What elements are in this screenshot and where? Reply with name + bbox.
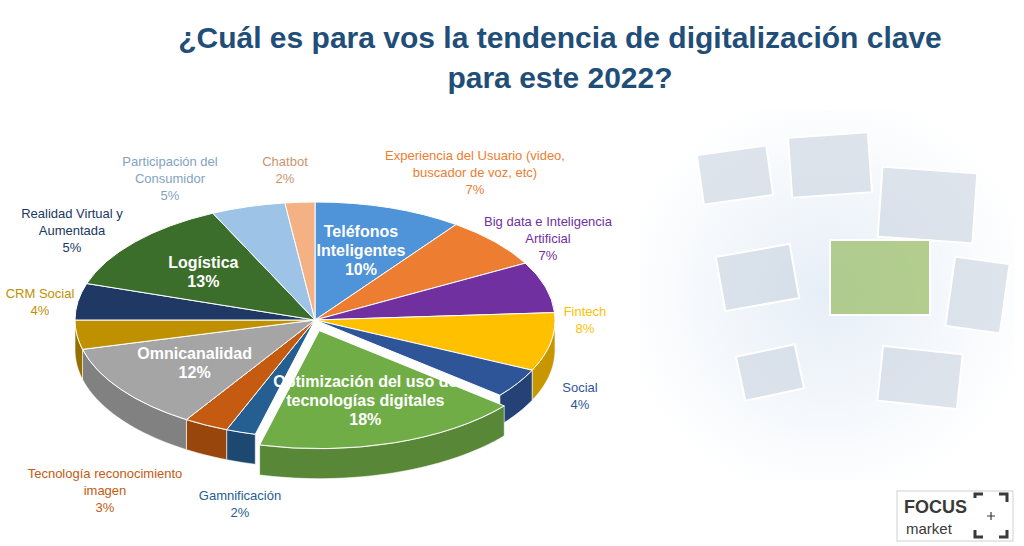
text-line: Aumentada [39, 223, 106, 238]
text-line: Tecnología reconocimiento [28, 466, 183, 481]
slice-category-label: Optimización del uso de tecnologías digit… [273, 373, 457, 409]
text-line: Participación del [122, 154, 217, 169]
slice-value-label: 12% [179, 364, 211, 381]
photo-panel [830, 240, 930, 315]
text-line: Chatbot [262, 154, 308, 169]
photo-background [640, 110, 1015, 480]
text-line: Gamnificación [199, 488, 281, 503]
slice-labels: Teléfonos Inteligentes 10% Experiencia del … [6, 148, 613, 520]
text-line: Consumidor [135, 171, 206, 186]
slice-value-label: 10% [345, 261, 377, 278]
text-line: Experiencia del Usuario (video, [385, 148, 565, 163]
text-line: Inteligentes [317, 242, 406, 259]
text-line: tecnologías digitales [286, 392, 444, 409]
photo-panel [697, 145, 773, 204]
logo: FOCUS market [897, 491, 1013, 541]
slice-category-label: Participación del Consumidor [122, 154, 217, 186]
text-line: Artificial [525, 231, 571, 246]
text-line: Logística [168, 254, 238, 271]
pie-slice-side [227, 430, 256, 465]
photo-panel [945, 257, 1009, 334]
slice-category-label: Gamnificación [199, 488, 281, 503]
chart-title: ¿Cuál es para vos la tendencia de digita… [178, 21, 942, 94]
logo-bracket [999, 530, 1007, 537]
chart-canvas: ¿Cuál es para vos la tendencia de digita… [0, 0, 1024, 546]
text-line: para este 2022? [447, 61, 672, 94]
text-line: imagen [84, 483, 127, 498]
slice-category-label: Tecnología reconocimiento imagen [28, 466, 183, 498]
slice-value-label: 5% [161, 188, 180, 203]
photo-panel [788, 132, 872, 197]
text-line: Realidad Virtual y [21, 206, 123, 221]
logo-bracket [999, 494, 1007, 502]
text-line: CRM Social [6, 286, 75, 301]
slice-category-label: Social [562, 380, 598, 395]
text-line: Fintech [564, 304, 607, 319]
text-line: Omnicanalidad [137, 345, 252, 362]
text-line: Teléfonos [324, 223, 398, 240]
pie-marks [75, 202, 555, 479]
slice-category-label: Teléfonos Inteligentes [317, 223, 406, 259]
slice-category-label: Fintech [564, 304, 607, 319]
photo-panel [716, 244, 799, 311]
slice-value-label: 5% [63, 240, 82, 255]
slice-value-label: 7% [539, 248, 558, 263]
photo-panel [878, 167, 978, 243]
slice-category-label: Logística [168, 254, 238, 271]
photo-decoration [640, 110, 1015, 480]
logo-text: market [906, 520, 953, 537]
pie-slice [260, 331, 505, 449]
pie-slice [285, 202, 315, 320]
photo-panel [877, 346, 962, 409]
logo-frame [897, 491, 1013, 541]
text-line: Optimización del uso de [273, 373, 457, 390]
slice-category-label: Realidad Virtual y Aumentada [21, 206, 123, 238]
slice-category-label: CRM Social [6, 286, 75, 301]
slice-category-label: Omnicanalidad [137, 345, 252, 362]
slice-value-label: 2% [231, 505, 250, 520]
slice-value-label: 3% [96, 500, 115, 515]
slice-category-label: Experiencia del Usuario (video, buscador … [385, 148, 565, 180]
slice-category-label: Chatbot [262, 154, 308, 169]
logo-bracket [975, 494, 983, 498]
slice-value-label: 7% [466, 182, 485, 197]
slice-value-label: 2% [276, 171, 295, 186]
slice-value-label: 13% [187, 273, 219, 290]
pie-tops [75, 202, 555, 449]
logo-bracket [975, 530, 983, 537]
slice-value-label: 8% [576, 321, 595, 336]
text-line: Big data e Inteligencia [484, 214, 613, 229]
text-line: buscador de voz, etc) [413, 165, 537, 180]
photo-panel [736, 344, 804, 400]
slice-value-label: 18% [349, 411, 381, 428]
slice-value-label: 4% [31, 303, 50, 318]
slice-value-label: 4% [571, 397, 590, 412]
logo-plus [987, 512, 995, 520]
logo-text: FOCUS [904, 497, 967, 517]
slice-category-label: Big data e Inteligencia Artificial [484, 214, 613, 246]
text-line: Social [562, 380, 598, 395]
text-line: ¿Cuál es para vos la tendencia de digita… [178, 21, 942, 54]
